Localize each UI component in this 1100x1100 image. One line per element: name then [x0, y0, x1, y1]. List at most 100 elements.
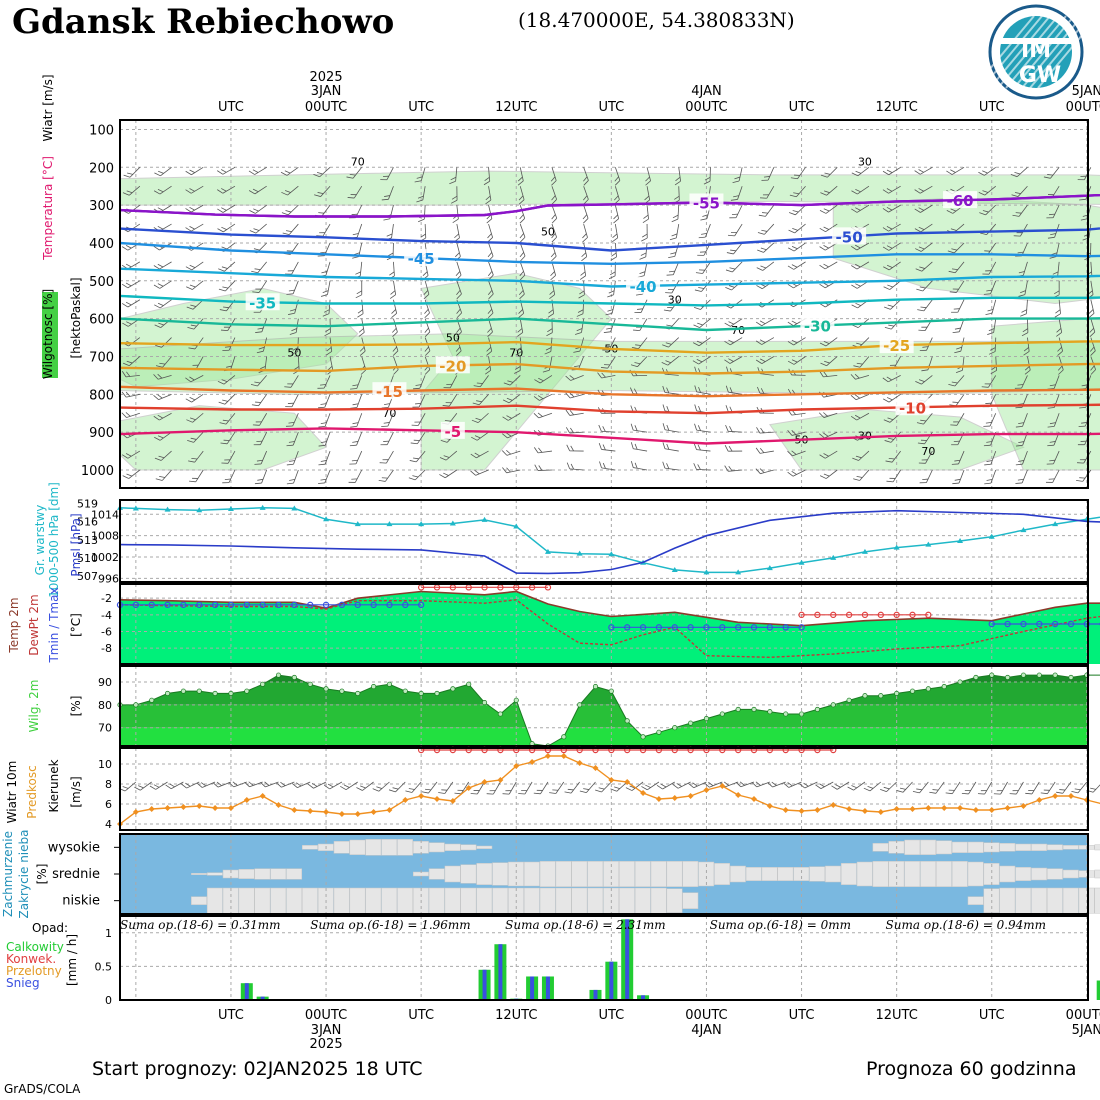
barb-shaft	[126, 393, 140, 398]
barb-shaft	[159, 299, 172, 309]
barb-flag	[699, 269, 705, 271]
high-cloud-bar	[349, 839, 366, 855]
barb-flag	[424, 369, 431, 375]
barb-shaft	[424, 299, 430, 314]
barb-flag	[157, 414, 164, 419]
barb-flag	[196, 782, 203, 788]
temperature-panel: -2-4-6-8	[101, 584, 1100, 664]
top-time-label: UTC	[979, 100, 1005, 115]
barb-flag	[550, 252, 556, 258]
wind-barb	[669, 223, 680, 241]
barb-shaft	[456, 223, 460, 238]
barb-flag	[565, 427, 571, 434]
wind-barb	[853, 356, 870, 368]
wind-barb	[787, 469, 806, 477]
barb-shaft	[855, 393, 870, 401]
barb-flag	[287, 270, 294, 272]
wind-speed-point	[766, 803, 773, 809]
barb-flag	[954, 459, 961, 462]
barb-shaft	[920, 166, 933, 175]
barb-flag	[443, 472, 449, 476]
barb-flag	[1088, 309, 1094, 314]
barb-flag	[855, 188, 861, 193]
barb-flag	[232, 781, 238, 786]
barb-flag	[536, 789, 543, 791]
wind-barb	[645, 167, 651, 186]
barb-shaft	[1021, 242, 1028, 256]
barb-flag	[551, 236, 557, 243]
wind-barb	[665, 280, 680, 294]
barb-flag	[856, 362, 863, 365]
wind-barb	[357, 299, 364, 318]
barb-flag	[662, 344, 669, 348]
wind-barb	[820, 185, 838, 196]
barb-flag	[755, 447, 761, 454]
barb-flag	[189, 169, 195, 173]
mid-cloud-bar	[476, 863, 493, 885]
thickness-point	[386, 521, 393, 527]
barb-shaft	[696, 449, 711, 452]
barb-flag	[704, 782, 710, 788]
wind-barb	[551, 223, 557, 243]
barb-flag	[253, 248, 260, 251]
wind-barb	[1020, 299, 1028, 317]
thickness-point	[259, 504, 266, 510]
wind-barb	[416, 186, 426, 203]
wind-barb	[379, 450, 394, 464]
barb-flag	[757, 249, 764, 253]
isotherm-line	[119, 403, 1100, 415]
barb-flag	[791, 450, 797, 455]
barb-shaft	[958, 469, 965, 484]
barb-flag	[851, 245, 858, 251]
barb-flag	[121, 303, 129, 308]
high-cloud-bar	[951, 841, 968, 853]
wind-barb	[340, 781, 358, 791]
humidity-point	[624, 718, 630, 724]
barb-shaft	[735, 204, 743, 218]
humidity-point	[656, 729, 662, 735]
barb-shaft	[759, 450, 774, 454]
wind-barb	[1023, 337, 1030, 356]
barb-shaft	[601, 467, 616, 471]
barb-flag	[854, 373, 860, 379]
mid-cloud-bar	[492, 862, 509, 886]
barb-flag	[538, 377, 544, 382]
panel-bg	[120, 500, 1088, 582]
cloud-frame	[119, 833, 1089, 915]
barb-shaft	[233, 781, 247, 788]
barb-flag	[728, 285, 735, 288]
barb-flag	[912, 791, 920, 794]
barb-flag	[634, 425, 638, 431]
barb-flag	[666, 443, 670, 450]
barb-shaft	[764, 223, 775, 235]
wind-barb	[851, 204, 870, 213]
wind-tick: 10	[98, 758, 112, 771]
barb-flag	[887, 284, 893, 288]
barb-flag	[954, 478, 961, 481]
barb-flag	[1049, 459, 1056, 462]
thickness-tick: 516	[77, 516, 98, 529]
wind-barb	[919, 469, 933, 484]
barb-shaft	[638, 337, 648, 349]
barb-shaft	[519, 318, 524, 333]
barb-shaft	[987, 242, 997, 255]
barb-flag	[601, 372, 606, 378]
barb-flag	[470, 793, 478, 795]
barb-flag	[883, 266, 890, 271]
wind-speed-point	[988, 807, 995, 813]
wind-barb	[820, 167, 838, 178]
wind-barb	[449, 167, 458, 185]
barb-flag	[756, 427, 761, 434]
barb-shaft	[645, 242, 648, 257]
barb-flag	[457, 789, 464, 791]
wind-barb	[185, 166, 204, 176]
barb-flag	[819, 227, 826, 233]
barb-shaft	[424, 318, 431, 332]
barb-shaft	[293, 450, 299, 465]
barb-flag	[126, 371, 131, 377]
wind-barb	[549, 781, 565, 794]
barb-flag	[948, 270, 956, 274]
humidity-point	[561, 734, 567, 740]
wind-barb	[217, 185, 236, 194]
barb-flag	[359, 346, 365, 352]
